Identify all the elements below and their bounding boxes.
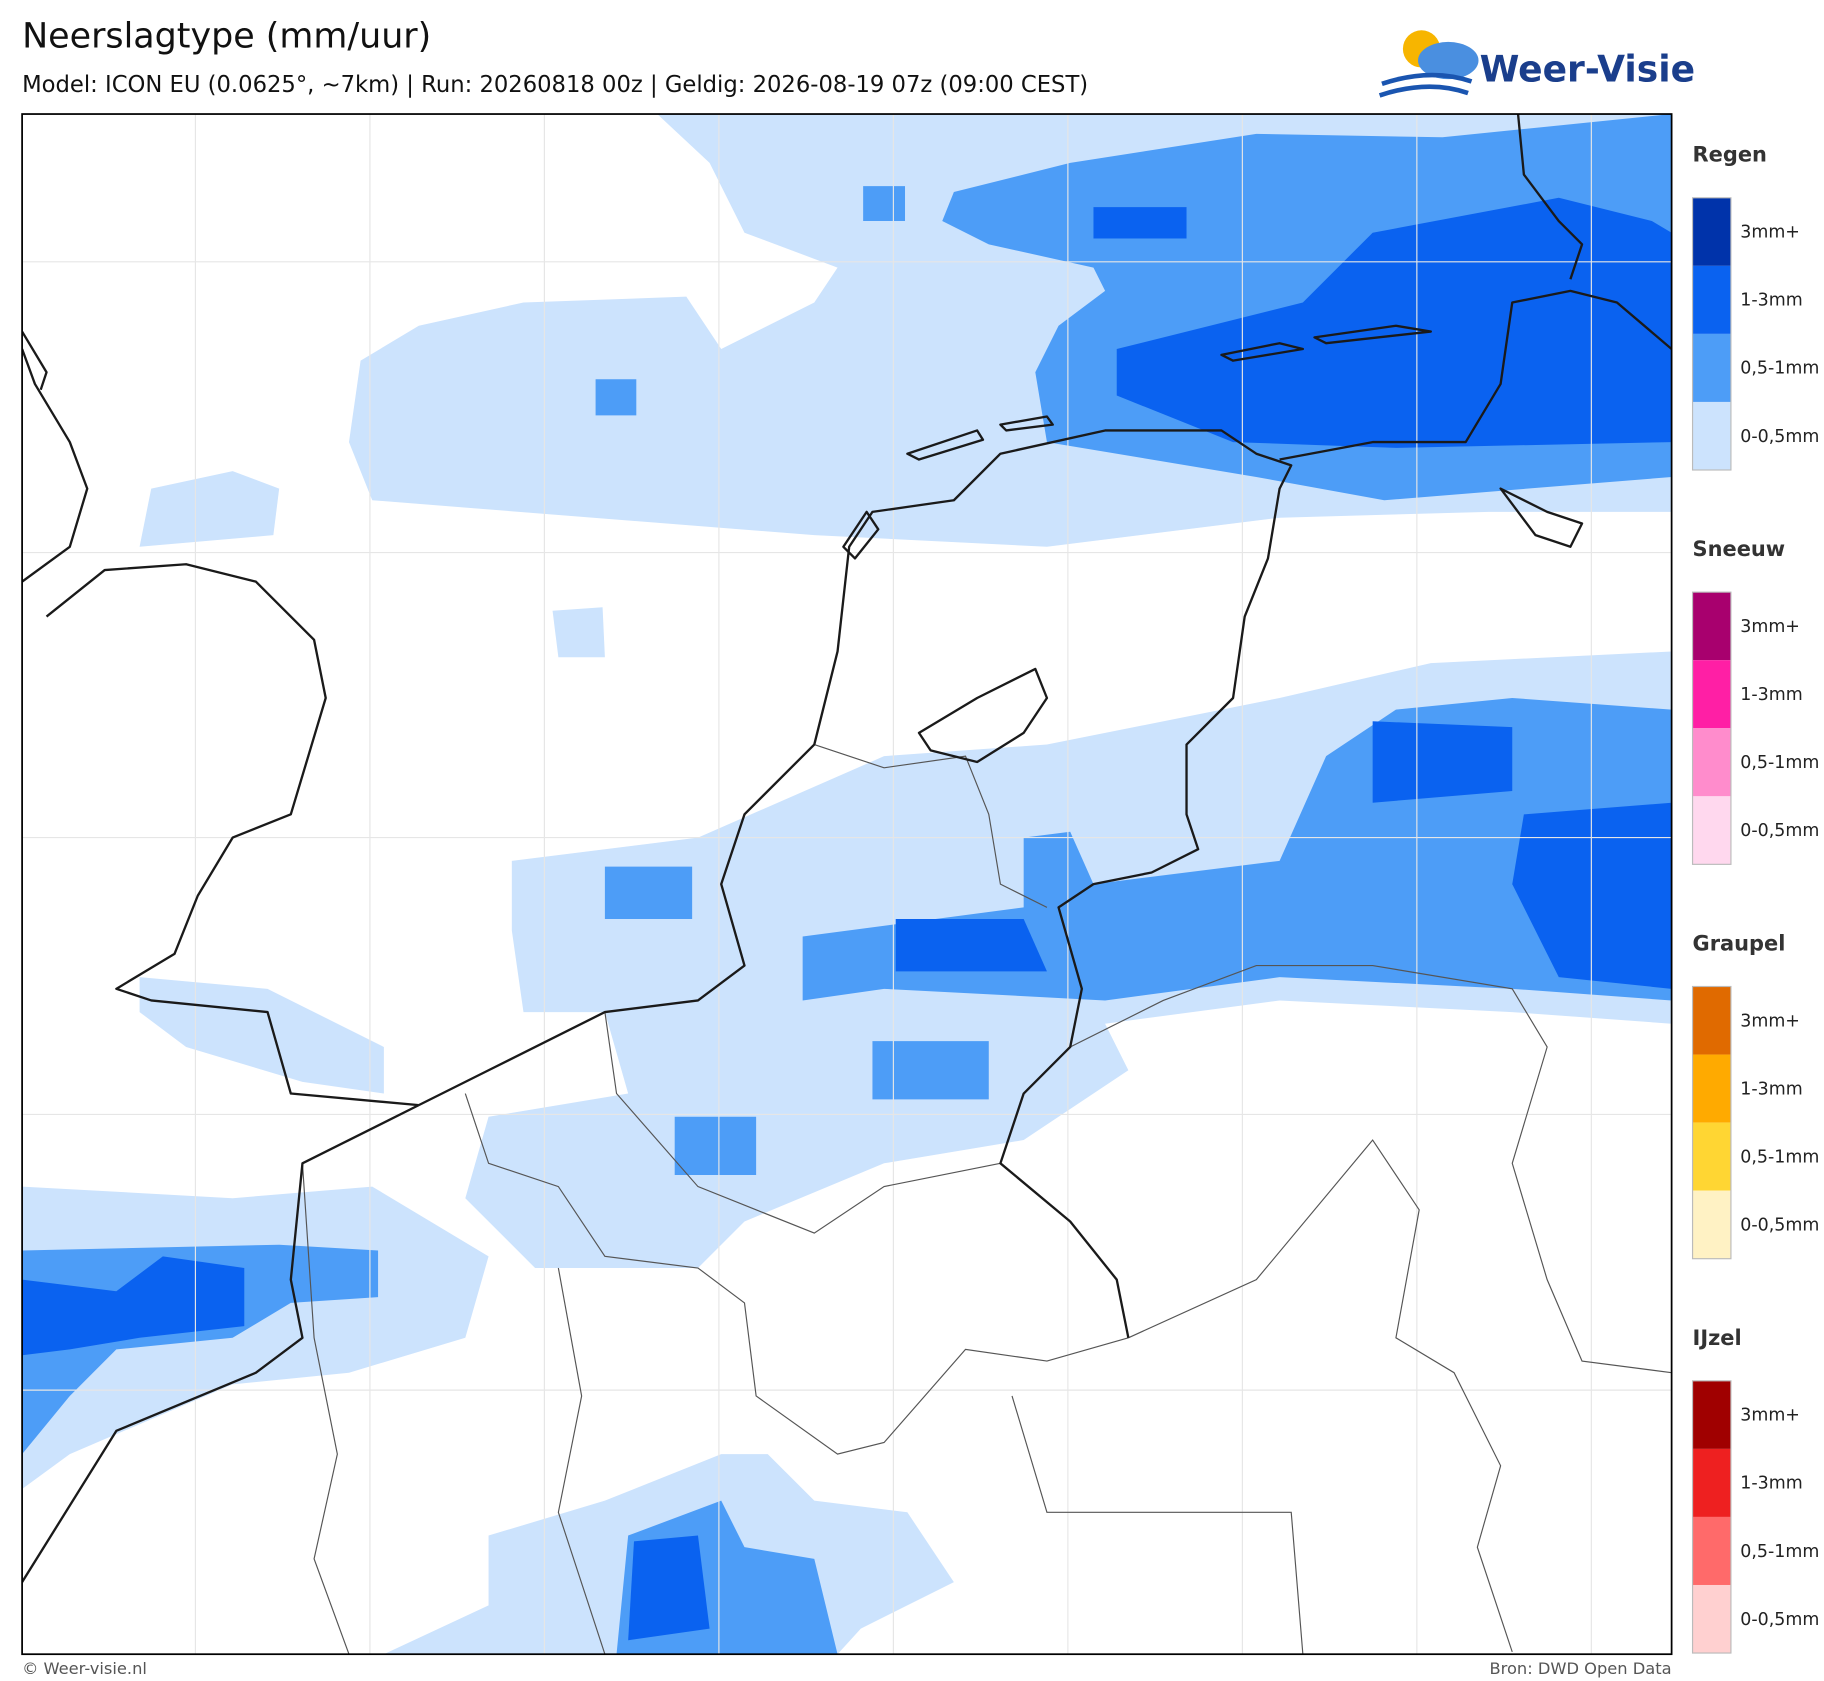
legend-swatch bbox=[1692, 1122, 1731, 1191]
rain-heavy bbox=[628, 1535, 710, 1641]
legend-frame bbox=[1691, 197, 1732, 471]
legend-label: 3mm+ bbox=[1740, 1406, 1800, 1426]
legend-swatch bbox=[1692, 401, 1731, 470]
graticule bbox=[22, 114, 1672, 1655]
legend-swatch bbox=[1692, 265, 1731, 334]
island bbox=[842, 324, 1432, 560]
title: Neerslagtype (mm/uur) bbox=[22, 17, 431, 57]
logo-waves bbox=[1378, 72, 1473, 98]
legend-label: 3mm+ bbox=[1740, 223, 1800, 243]
legend-title: Regen bbox=[1693, 143, 1767, 167]
rain-medium bbox=[863, 186, 906, 222]
rain-light bbox=[552, 607, 605, 658]
legend: Regen 3mm+ 1-3mm 0,5-1mm 0-0,5mm Sneeuw 3mm+ 1-… bbox=[1691, 143, 1819, 1654]
legend-label: 0,5-1mm bbox=[1740, 753, 1819, 773]
legend-swatch bbox=[1692, 333, 1731, 402]
legend-swatch bbox=[1692, 728, 1731, 797]
footer-credit: © Weer-visie.nl bbox=[22, 1659, 147, 1678]
border bbox=[301, 1163, 1304, 1655]
coastline bbox=[917, 667, 1049, 764]
legend-swatch bbox=[1692, 1516, 1731, 1585]
subtitle: Model: ICON EU (0.0625°, ~7km) | Run: 20… bbox=[22, 72, 1088, 98]
legend-label: 0-0,5mm bbox=[1740, 821, 1819, 841]
legend-swatch bbox=[1692, 660, 1731, 729]
border bbox=[1128, 1139, 1513, 1653]
legend-title: Graupel bbox=[1693, 931, 1786, 955]
border bbox=[604, 1011, 1001, 1234]
legend-swatch bbox=[1692, 592, 1731, 661]
legend-label: 1-3mm bbox=[1740, 291, 1802, 311]
rain-heavy bbox=[1093, 207, 1187, 239]
legend-swatch bbox=[1692, 1054, 1731, 1123]
legend-label: 3mm+ bbox=[1740, 617, 1800, 637]
coastline bbox=[418, 429, 1293, 1339]
rain-heavy bbox=[1116, 197, 1672, 448]
map bbox=[22, 114, 1672, 1655]
legend-frame bbox=[1691, 1380, 1732, 1654]
rain-medium bbox=[872, 1041, 989, 1100]
legend-swatch bbox=[1692, 986, 1731, 1055]
rain-medium bbox=[595, 379, 637, 416]
coastline bbox=[1499, 114, 1584, 548]
rain-medium bbox=[604, 866, 693, 920]
border bbox=[814, 743, 1048, 908]
legend-label: 1-3mm bbox=[1740, 685, 1802, 705]
coastline bbox=[22, 1104, 420, 1583]
footer-source: Bron: DWD Open Data bbox=[1489, 1659, 1671, 1678]
borders bbox=[301, 743, 1672, 1655]
legend-label: 0,5-1mm bbox=[1740, 1147, 1819, 1167]
coastlines bbox=[22, 114, 1672, 1583]
logo-text: Weer-Visie bbox=[1480, 48, 1695, 90]
logo: Weer-Visie bbox=[1378, 30, 1695, 98]
rain-light bbox=[139, 471, 280, 547]
legend-title: IJzel bbox=[1693, 1326, 1742, 1350]
border bbox=[464, 1093, 1129, 1455]
legend-label: 1-3mm bbox=[1740, 1079, 1802, 1099]
legend-swatch bbox=[1692, 1190, 1731, 1259]
coastline bbox=[22, 330, 89, 583]
legend-swatch bbox=[1692, 796, 1731, 865]
rain-heavy bbox=[22, 1256, 245, 1356]
logo-cloud bbox=[1418, 41, 1479, 80]
coastline bbox=[1279, 289, 1672, 461]
legend-swatch bbox=[1692, 1584, 1731, 1654]
legend-frame bbox=[1691, 985, 1732, 1260]
legend-swatch bbox=[1692, 1380, 1731, 1449]
legend-swatch bbox=[1692, 1448, 1731, 1517]
legend-label: 0,5-1mm bbox=[1740, 359, 1819, 379]
legend-label: 0-0,5mm bbox=[1740, 427, 1819, 447]
coastline bbox=[45, 563, 419, 1107]
map-frame bbox=[21, 113, 1673, 1656]
legend-swatch bbox=[1692, 197, 1731, 266]
legend-label: 1-3mm bbox=[1740, 1474, 1802, 1494]
legend-label: 0-0,5mm bbox=[1740, 1610, 1819, 1630]
rain-heavy bbox=[895, 919, 1047, 972]
legend-label: 3mm+ bbox=[1740, 1011, 1800, 1031]
legend-title: Sneeuw bbox=[1693, 537, 1786, 561]
legend-label: 0,5-1mm bbox=[1740, 1542, 1819, 1562]
legend-label: 0-0,5mm bbox=[1740, 1215, 1819, 1235]
rain-heavy bbox=[1372, 721, 1513, 803]
legend-frame bbox=[1691, 591, 1732, 865]
rain-medium bbox=[674, 1116, 757, 1175]
